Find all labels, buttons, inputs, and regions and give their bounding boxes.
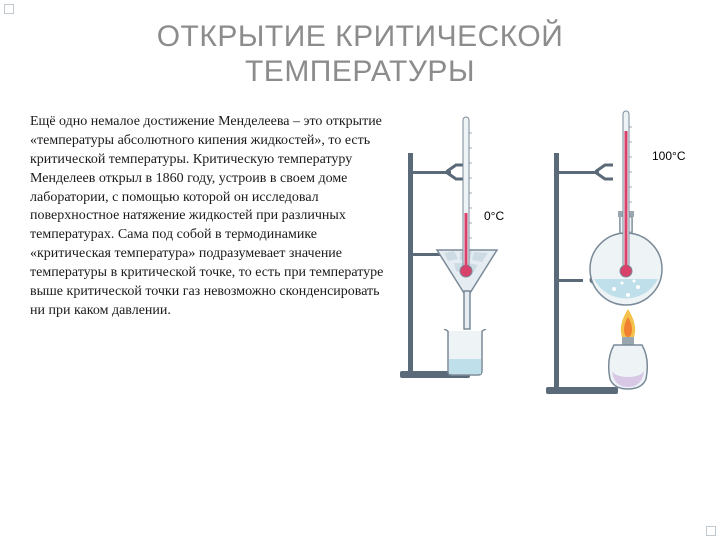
title-line1: ОТКРЫТИЕ КРИТИЧЕСКОЙ — [157, 20, 564, 53]
stand-rod — [408, 153, 413, 373]
deco-square — [706, 526, 716, 536]
label-100c: 100°C — [652, 149, 686, 163]
stand-rod — [554, 153, 559, 389]
clamp-arm — [559, 279, 583, 282]
title-line2: ТЕМПЕРАТУРЫ — [245, 55, 475, 88]
figure-area: 0°C — [400, 113, 690, 473]
thermometer-icon — [458, 113, 474, 283]
burner-icon — [600, 309, 656, 395]
apparatus-boiling: 100°C — [548, 113, 698, 433]
content-row: Ещё одно немалое достижение Менделеева –… — [30, 113, 690, 473]
deco-square — [4, 4, 14, 14]
thermometer-icon — [618, 107, 634, 283]
label-0c: 0°C — [484, 209, 504, 223]
apparatus-ice: 0°C — [400, 113, 540, 413]
slide: ОТКРЫТИЕ КРИТИЧЕСКОЙ ТЕМПЕРАТУРЫ Ещё одн… — [30, 20, 690, 520]
body-text: Ещё одно немалое достижение Менделеева –… — [30, 113, 390, 473]
page-title: ОТКРЫТИЕ КРИТИЧЕСКОЙ ТЕМПЕРАТУРЫ — [30, 20, 690, 89]
beaker-icon — [442, 329, 488, 377]
clamp-arm — [559, 171, 599, 174]
